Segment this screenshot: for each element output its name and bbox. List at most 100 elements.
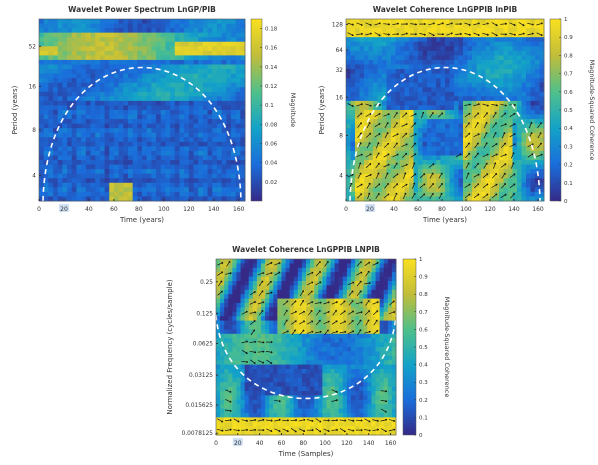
heatmap-cell — [382, 173, 387, 179]
heatmap-cell — [490, 196, 495, 202]
heatmap-cell — [431, 146, 437, 152]
heatmap-cell — [156, 105, 162, 111]
phase-arrow-head — [486, 153, 489, 156]
heatmap-cell — [338, 342, 344, 348]
heatmap-cell — [151, 55, 157, 61]
heatmap-cell — [355, 50, 360, 56]
heatmap-cell — [273, 311, 278, 317]
heatmap-cell — [127, 182, 134, 188]
heatmap-cell — [142, 123, 148, 129]
heatmap-cell — [230, 137, 237, 143]
heatmap-cell — [301, 311, 307, 317]
heatmap-cell — [530, 187, 536, 193]
heatmap-cell — [151, 132, 157, 138]
phase-arrow-head — [477, 112, 480, 115]
heatmap-cell — [485, 123, 491, 129]
heatmap-cell — [377, 87, 383, 93]
heatmap-cell — [463, 87, 468, 93]
heatmap-cell — [427, 132, 432, 138]
heatmap-cell — [449, 37, 455, 43]
heatmap-cell — [481, 137, 486, 143]
heatmap-cell — [382, 160, 387, 165]
heatmap-cell — [207, 55, 213, 61]
heatmap-cell — [212, 55, 218, 61]
heatmap-cell — [146, 69, 152, 74]
heatmap-cell — [85, 23, 91, 29]
phase-arrow-head — [486, 173, 489, 176]
heatmap-cell — [99, 55, 105, 61]
heatmap-cell — [494, 78, 500, 84]
heatmap-cell — [146, 196, 152, 202]
heatmap-cell — [261, 294, 266, 299]
heatmap-cell — [174, 100, 180, 106]
heatmap-cell — [359, 351, 364, 357]
heatmap-cell — [235, 41, 241, 47]
phase-arrow-head — [359, 172, 362, 175]
heatmap-cell — [221, 128, 227, 134]
heatmap-cell — [526, 82, 531, 88]
phase-arrow-head — [404, 192, 407, 195]
heatmap-cell — [530, 132, 536, 138]
heatmap-cell — [216, 351, 221, 357]
heatmap-cell — [151, 78, 157, 84]
heatmap-cell — [198, 114, 204, 120]
heatmap-cell — [338, 289, 344, 295]
heatmap-cell — [216, 294, 221, 299]
heatmap-cell — [216, 164, 222, 170]
heatmap-cell — [281, 263, 286, 269]
heatmap-cell — [427, 150, 432, 156]
heatmap-cell — [57, 160, 63, 165]
heatmap-cell — [409, 196, 414, 202]
heatmap-cell — [76, 32, 82, 38]
heatmap-cell — [346, 164, 351, 170]
heatmap-cell — [265, 342, 270, 348]
heatmap-cell — [165, 50, 171, 56]
phase-arrow-head — [540, 34, 543, 37]
heatmap-cell — [109, 187, 115, 193]
heatmap-cell — [355, 119, 360, 125]
heatmap-cell — [301, 333, 307, 339]
heatmap-cell — [151, 141, 157, 147]
heatmap-cell — [146, 155, 152, 161]
heatmap-cell — [265, 303, 270, 308]
heatmap-cell — [485, 114, 491, 120]
heatmap-cell — [236, 342, 241, 348]
heatmap-cell — [330, 285, 336, 291]
phase-arrow-head — [351, 34, 354, 37]
heatmap-cell — [373, 196, 378, 202]
heatmap-cell — [512, 50, 518, 56]
phase-arrow — [375, 162, 380, 169]
heatmap-cell — [137, 37, 143, 43]
heatmap-cell — [127, 160, 134, 165]
heatmap-cell — [404, 155, 410, 161]
heatmap-cell — [160, 164, 166, 170]
heatmap-cell — [118, 150, 124, 156]
heatmap-cell — [330, 311, 336, 317]
heatmap-cell — [256, 289, 262, 295]
heatmap-cell — [244, 316, 250, 321]
heatmap-cell — [355, 100, 360, 106]
heatmap-cell — [43, 119, 49, 125]
heatmap-cell — [346, 178, 351, 184]
heatmap-cell — [76, 191, 82, 197]
heatmap-cell — [330, 320, 336, 326]
heatmap-cell — [490, 64, 495, 70]
heatmap-cell — [53, 91, 59, 97]
heatmap-cell — [221, 182, 227, 188]
heatmap-cell — [193, 87, 199, 93]
heatmap-cell — [188, 182, 194, 188]
heatmap-cell — [104, 114, 110, 120]
heatmap-cell — [85, 128, 91, 134]
heatmap-cell — [436, 105, 441, 111]
heatmap-cell — [454, 105, 459, 111]
heatmap-cell — [76, 187, 82, 193]
heatmap-cell — [261, 276, 266, 282]
phase-arrow — [491, 22, 498, 26]
heatmap-cell — [517, 32, 522, 38]
heatmap-cell — [436, 23, 441, 29]
heatmap-cell — [318, 311, 323, 317]
heatmap-cell — [198, 187, 204, 193]
heatmap-cell — [137, 100, 143, 106]
heatmap-cell — [198, 164, 204, 170]
